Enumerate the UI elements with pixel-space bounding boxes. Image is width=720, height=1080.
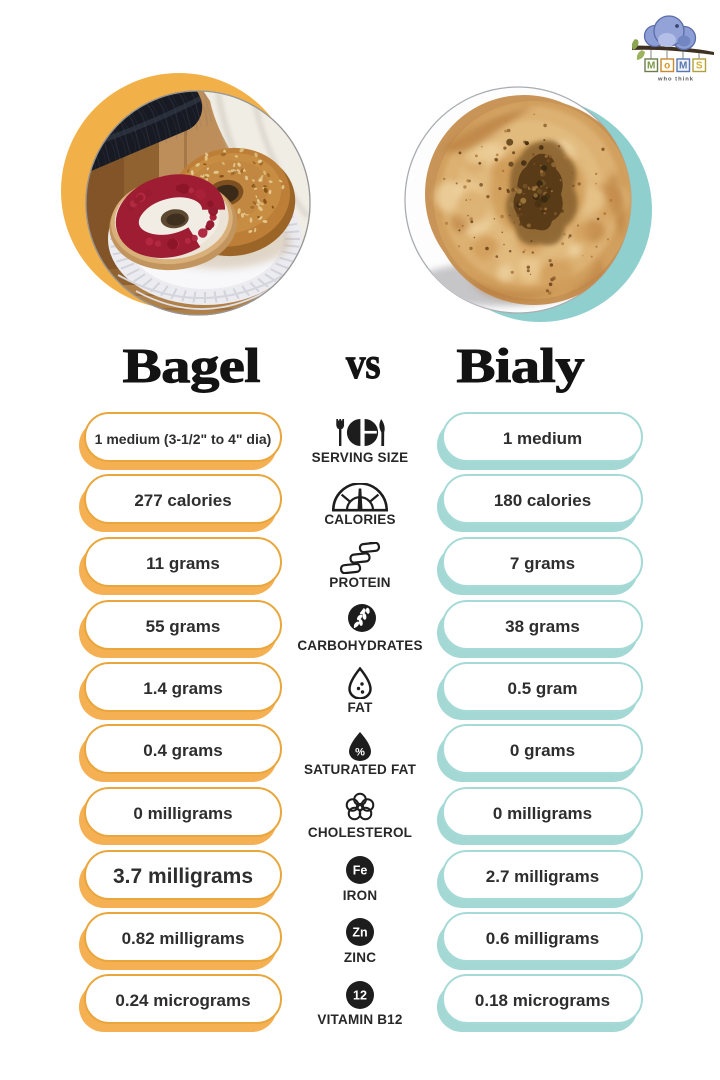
svg-text:Zn: Zn: [352, 926, 367, 940]
svg-text:%: %: [355, 746, 365, 758]
svg-text:o: o: [664, 61, 670, 72]
svg-text:12: 12: [353, 988, 367, 1002]
svg-text:M: M: [679, 61, 687, 72]
svg-text:M: M: [647, 61, 655, 72]
svg-text:S: S: [696, 61, 703, 72]
svg-text:Fe: Fe: [353, 863, 368, 877]
svg-text:who think: who think: [657, 77, 694, 83]
